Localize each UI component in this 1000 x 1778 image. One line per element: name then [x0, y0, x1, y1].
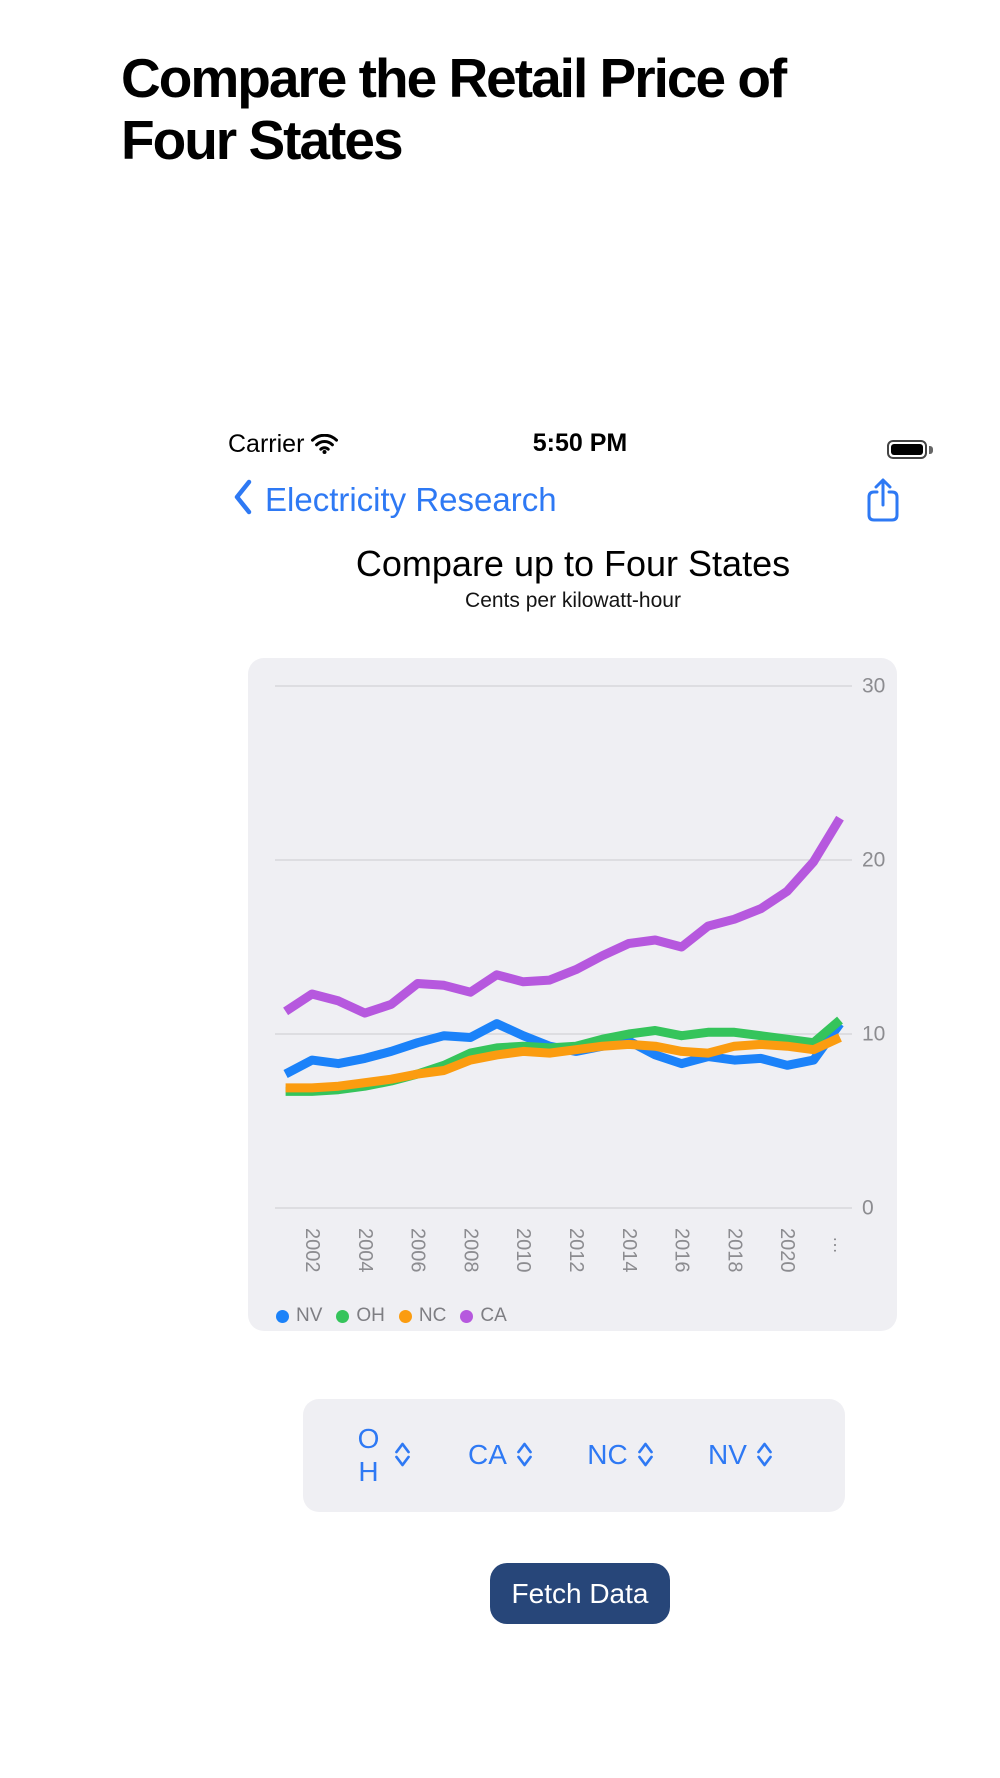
legend-dot-OH [336, 1309, 350, 1323]
back-button-label: Electricity Research [265, 480, 557, 518]
x-axis-label-2004: 2004 [354, 1228, 376, 1273]
legend-label-NV: NV [296, 1305, 323, 1326]
legend-item-OH: OH [336, 1305, 385, 1327]
chart-title: Compare up to Four States [355, 543, 791, 584]
x-axis-overflow-label: … [830, 1236, 850, 1254]
share-button[interactable] [860, 474, 906, 530]
x-axis-label-2018: 2018 [723, 1228, 745, 1273]
state-picker-NC[interactable]: NC [561, 1399, 681, 1512]
legend-item-NC: NC [398, 1305, 447, 1327]
y-axis-label-30: 30 [862, 675, 885, 698]
series-line-NC [285, 1033, 842, 1093]
x-axis-label-2010: 2010 [512, 1228, 534, 1273]
x-axis-label-2016: 2016 [671, 1228, 693, 1273]
x-axis-label-2014: 2014 [618, 1228, 640, 1273]
x-axis-label-2002: 2002 [301, 1228, 323, 1273]
legend-dot-NC [398, 1309, 412, 1323]
state-picker-bar: OH CA NC NV [303, 1399, 845, 1512]
carrier-label: Carrier [228, 430, 305, 458]
state-picker-value-CA: CA [468, 1439, 507, 1471]
x-axis-label-2006: 2006 [407, 1228, 429, 1273]
wifi-icon [311, 433, 338, 459]
chart-subtitle: Cents per kilowatt-hour [465, 589, 681, 612]
legend-item-NV: NV [276, 1305, 322, 1327]
chevron-left-icon [233, 478, 253, 521]
legend-label-OH: OH [356, 1305, 385, 1326]
y-axis-label-0: 0 [862, 1197, 874, 1220]
share-icon [865, 477, 901, 528]
x-axis-label-2008: 2008 [459, 1228, 481, 1273]
back-button[interactable]: Electricity Research [233, 478, 557, 521]
chevron-up-down-icon [393, 1439, 412, 1473]
state-picker-OH[interactable]: OH [322, 1399, 442, 1512]
legend-dot-NV [276, 1309, 289, 1323]
legend-label-CA: CA [480, 1305, 507, 1326]
chevron-up-down-icon [515, 1439, 534, 1473]
chart-legend: NV OH NC CA [276, 1305, 507, 1327]
state-picker-value-NC: NC [587, 1439, 628, 1471]
state-picker-value-OH: OH [357, 1423, 380, 1487]
series-line-CA [283, 815, 844, 1018]
page-heading: Compare the Retail Price of Four States [121, 47, 787, 171]
legend-item-CA: CA [460, 1305, 507, 1327]
battery-icon [887, 440, 927, 459]
y-axis-label-20: 20 [862, 849, 885, 872]
battery-nub [929, 446, 933, 454]
chevron-up-down-icon [636, 1439, 655, 1473]
x-axis-label-2020: 2020 [776, 1228, 798, 1273]
y-axis-label-10: 10 [862, 1023, 885, 1046]
clock: 5:50 PM [532, 429, 628, 457]
state-picker-NV[interactable]: NV [681, 1399, 801, 1512]
chevron-up-down-icon [755, 1439, 774, 1473]
legend-label-NC: NC [418, 1305, 447, 1326]
line-chart: 0 10 20 30 2002 2004 2006 2008 2010 2012 2014 2016 2… [275, 675, 885, 1273]
fetch-data-button[interactable]: Fetch Data [490, 1563, 670, 1624]
chart-card: 0 10 20 30 2002 2004 2006 2008 2010 2012 2014 2016 2… [248, 658, 897, 1331]
x-axis-label-2012: 2012 [565, 1228, 587, 1273]
legend-dot-CA [460, 1309, 474, 1323]
state-picker-CA[interactable]: CA [441, 1399, 561, 1512]
state-picker-value-NV: NV [708, 1439, 747, 1471]
